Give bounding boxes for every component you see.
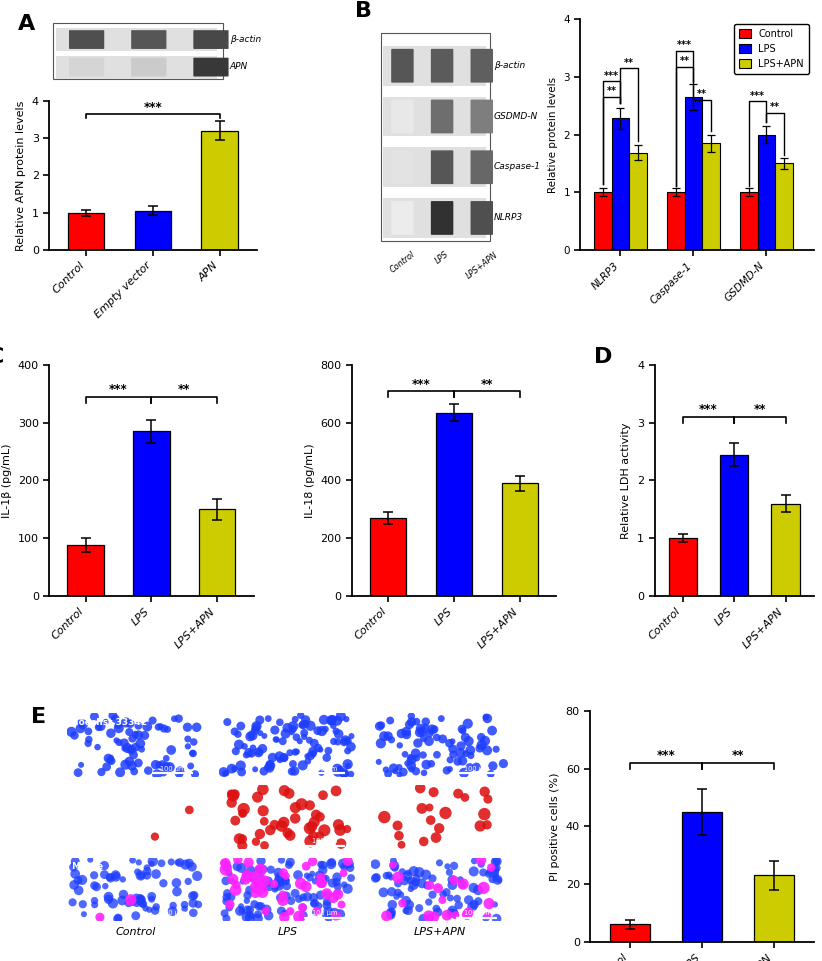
Bar xyxy=(201,131,238,250)
Legend: Control, LPS, LPS+APN: Control, LPS, LPS+APN xyxy=(734,24,809,74)
Bar xyxy=(629,153,647,250)
Y-axis label: Relative protein levels: Relative protein levels xyxy=(547,77,558,192)
Bar xyxy=(720,455,748,596)
Text: NLRP3: NLRP3 xyxy=(494,213,523,222)
FancyBboxPatch shape xyxy=(132,30,166,49)
Bar xyxy=(135,210,171,250)
Bar xyxy=(702,143,720,250)
Text: APN: APN xyxy=(229,62,248,71)
Bar xyxy=(668,538,697,596)
FancyBboxPatch shape xyxy=(382,147,486,187)
Text: LPS: LPS xyxy=(277,927,298,937)
Text: Control: Control xyxy=(115,927,155,937)
FancyBboxPatch shape xyxy=(431,150,454,185)
Bar xyxy=(775,163,792,250)
Text: **: ** xyxy=(607,86,616,96)
Text: E: E xyxy=(31,706,47,727)
Y-axis label: PI positive cells (%): PI positive cells (%) xyxy=(550,773,560,880)
FancyBboxPatch shape xyxy=(382,97,486,136)
FancyBboxPatch shape xyxy=(56,56,217,79)
Text: Caspase-1: Caspase-1 xyxy=(494,162,541,171)
Y-axis label: IL-18 (pg/mL): IL-18 (pg/mL) xyxy=(305,443,315,518)
Text: ***: *** xyxy=(144,101,162,113)
Bar xyxy=(370,518,406,596)
FancyBboxPatch shape xyxy=(431,49,454,83)
Text: **: ** xyxy=(624,58,635,67)
FancyBboxPatch shape xyxy=(193,30,229,49)
FancyBboxPatch shape xyxy=(431,201,454,234)
Text: **: ** xyxy=(178,383,191,396)
FancyBboxPatch shape xyxy=(391,201,413,234)
FancyBboxPatch shape xyxy=(470,100,493,134)
Bar xyxy=(682,812,722,942)
FancyBboxPatch shape xyxy=(470,150,493,185)
Y-axis label: Relative APN protein levels: Relative APN protein levels xyxy=(16,100,26,251)
Text: A: A xyxy=(18,14,35,35)
FancyBboxPatch shape xyxy=(381,33,490,240)
FancyBboxPatch shape xyxy=(132,58,166,77)
Bar xyxy=(610,924,649,942)
Bar xyxy=(755,875,794,942)
Text: **: ** xyxy=(680,56,690,66)
Text: ***: *** xyxy=(604,71,619,81)
Text: **: ** xyxy=(697,89,707,99)
Bar xyxy=(133,431,169,596)
Text: ***: *** xyxy=(699,404,718,416)
FancyBboxPatch shape xyxy=(391,100,413,134)
Bar xyxy=(594,192,612,250)
Bar xyxy=(501,483,538,596)
FancyBboxPatch shape xyxy=(391,49,413,83)
Text: ***: *** xyxy=(109,383,128,396)
Bar xyxy=(771,504,800,596)
Text: ***: *** xyxy=(750,90,765,101)
FancyBboxPatch shape xyxy=(391,150,413,185)
Text: LPS+APN: LPS+APN xyxy=(464,250,500,280)
Text: LPS: LPS xyxy=(434,250,450,266)
FancyBboxPatch shape xyxy=(470,49,493,83)
Text: **: ** xyxy=(770,102,780,112)
Bar xyxy=(67,545,104,596)
Text: D: D xyxy=(594,347,612,367)
Text: **: ** xyxy=(481,378,493,390)
Bar xyxy=(612,118,629,250)
Bar xyxy=(740,192,758,250)
Text: ***: *** xyxy=(412,378,431,390)
Text: β-actin: β-actin xyxy=(494,61,525,70)
Bar xyxy=(758,135,775,250)
Text: Control: Control xyxy=(388,250,417,275)
Bar xyxy=(685,97,702,250)
Text: ***: *** xyxy=(677,40,692,50)
Bar xyxy=(67,212,104,250)
FancyBboxPatch shape xyxy=(56,28,217,51)
Bar xyxy=(199,509,235,596)
Text: LPS+APN: LPS+APN xyxy=(413,927,465,937)
FancyBboxPatch shape xyxy=(382,46,486,86)
Text: **: ** xyxy=(754,404,766,416)
FancyBboxPatch shape xyxy=(69,58,104,77)
Y-axis label: IL-1β (pg/mL): IL-1β (pg/mL) xyxy=(2,443,12,518)
Bar xyxy=(436,412,472,596)
FancyBboxPatch shape xyxy=(382,198,486,237)
FancyBboxPatch shape xyxy=(470,201,493,234)
FancyBboxPatch shape xyxy=(431,100,454,134)
Y-axis label: Relative LDH activity: Relative LDH activity xyxy=(621,422,631,539)
Text: **: ** xyxy=(732,750,744,762)
Text: ***: *** xyxy=(657,750,676,762)
FancyBboxPatch shape xyxy=(193,58,229,77)
Bar xyxy=(667,192,685,250)
FancyBboxPatch shape xyxy=(53,23,224,80)
Text: C: C xyxy=(0,347,4,367)
Text: B: B xyxy=(355,1,372,21)
FancyBboxPatch shape xyxy=(69,30,104,49)
Text: GSDMD-N: GSDMD-N xyxy=(494,111,538,120)
Text: β-actin: β-actin xyxy=(229,35,261,44)
